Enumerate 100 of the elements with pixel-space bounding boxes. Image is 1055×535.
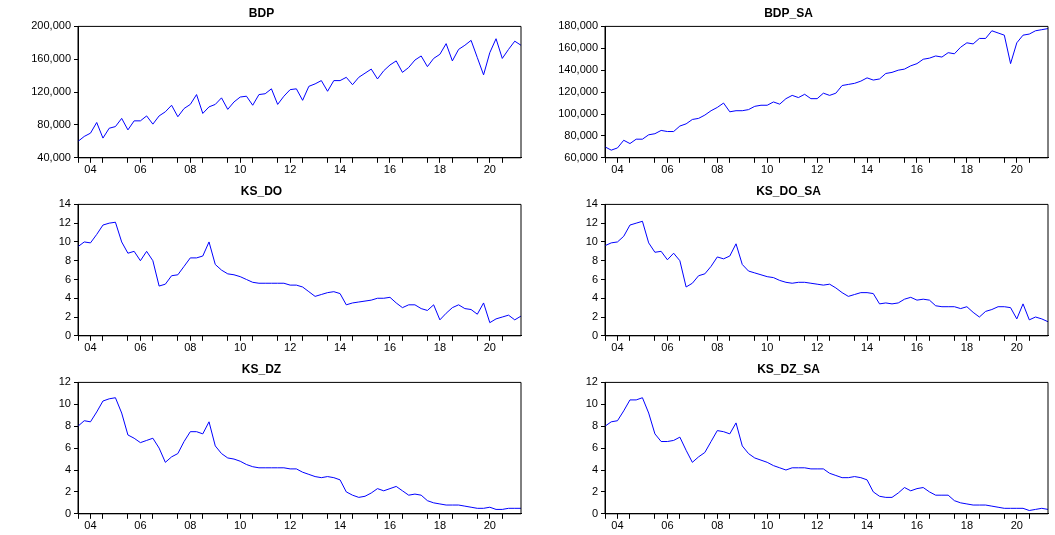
x-tick-label: 08 bbox=[711, 519, 724, 532]
y-tick-label: 4 bbox=[64, 463, 71, 476]
chart-title: KS_DO bbox=[240, 183, 283, 198]
y-tick-label: 0 bbox=[64, 328, 71, 341]
y-tick-label: 80,000 bbox=[564, 128, 598, 141]
x-tick-label: 06 bbox=[661, 341, 674, 354]
y-tick-label: 140,000 bbox=[558, 63, 598, 76]
x-tick-label: 16 bbox=[383, 519, 397, 532]
x-tick-label: 14 bbox=[860, 163, 874, 176]
y-tick-label: 80,000 bbox=[37, 117, 71, 130]
x-tick-label: 08 bbox=[184, 519, 197, 532]
x-tick-label: 08 bbox=[184, 163, 197, 176]
x-tick-label: 04 bbox=[611, 341, 624, 354]
y-tick-label: 10 bbox=[58, 397, 71, 410]
x-tick-label: 14 bbox=[860, 341, 874, 354]
x-tick-label: 08 bbox=[184, 341, 197, 354]
y-tick-label: 2 bbox=[64, 484, 71, 497]
y-tick-label: 6 bbox=[591, 272, 598, 285]
x-tick-label: 20 bbox=[483, 519, 496, 532]
x-tick-label: 16 bbox=[910, 163, 924, 176]
y-tick-label: 2 bbox=[64, 310, 71, 323]
x-tick-label: 14 bbox=[333, 519, 347, 532]
x-tick-label: 04 bbox=[611, 519, 624, 532]
x-tick-label: 14 bbox=[333, 341, 347, 354]
y-tick-label: 200,000 bbox=[31, 19, 71, 32]
chart-title: KS_DZ bbox=[241, 361, 282, 376]
y-tick-label: 160,000 bbox=[31, 52, 71, 65]
x-tick-label: 10 bbox=[761, 341, 774, 354]
y-tick-label: 6 bbox=[591, 441, 598, 454]
y-tick-label: 100,000 bbox=[558, 107, 598, 120]
y-tick-label: 10 bbox=[58, 234, 71, 247]
x-tick-label: 20 bbox=[483, 163, 496, 176]
x-tick-label: 18 bbox=[433, 519, 447, 532]
x-tick-label: 18 bbox=[433, 341, 447, 354]
y-tick-label: 2 bbox=[591, 310, 598, 323]
y-tick-label: 4 bbox=[591, 291, 598, 304]
x-tick-label: 12 bbox=[811, 341, 824, 354]
y-tick-label: 12 bbox=[585, 216, 598, 229]
x-tick-label: 18 bbox=[960, 163, 974, 176]
x-tick-label: 04 bbox=[611, 163, 624, 176]
y-tick-label: 6 bbox=[64, 272, 71, 285]
y-tick-label: 8 bbox=[591, 419, 598, 432]
x-tick-label: 06 bbox=[661, 519, 674, 532]
x-tick-label: 12 bbox=[811, 163, 824, 176]
x-tick-label: 12 bbox=[284, 163, 297, 176]
x-tick-label: 06 bbox=[661, 163, 674, 176]
x-tick-label: 04 bbox=[84, 519, 97, 532]
x-tick-label: 08 bbox=[711, 163, 724, 176]
y-tick-label: 0 bbox=[64, 506, 71, 519]
chart-title: BDP bbox=[248, 5, 275, 20]
y-tick-label: 12 bbox=[585, 375, 598, 388]
y-tick-label: 60,000 bbox=[564, 150, 598, 163]
x-tick-label: 08 bbox=[711, 341, 724, 354]
y-tick-label: 4 bbox=[64, 291, 71, 304]
x-tick-label: 18 bbox=[433, 163, 447, 176]
x-tick-label: 06 bbox=[134, 519, 147, 532]
x-tick-label: 06 bbox=[134, 163, 147, 176]
x-tick-label: 18 bbox=[960, 341, 974, 354]
y-tick-label: 10 bbox=[585, 397, 598, 410]
y-tick-label: 10 bbox=[585, 234, 598, 247]
x-tick-label: 16 bbox=[383, 341, 397, 354]
y-tick-label: 0 bbox=[591, 328, 598, 341]
x-tick-label: 16 bbox=[383, 163, 397, 176]
x-tick-label: 10 bbox=[761, 519, 774, 532]
x-tick-label: 16 bbox=[910, 341, 924, 354]
y-tick-label: 120,000 bbox=[31, 85, 71, 98]
x-tick-label: 12 bbox=[811, 519, 824, 532]
y-tick-label: 8 bbox=[64, 419, 71, 432]
chart-title: KS_DZ_SA bbox=[757, 361, 821, 376]
y-tick-label: 4 bbox=[591, 463, 598, 476]
chart-title: BDP_SA bbox=[764, 5, 814, 20]
chart-title: KS_DO_SA bbox=[756, 183, 822, 198]
y-tick-label: 12 bbox=[58, 375, 71, 388]
y-tick-label: 14 bbox=[585, 197, 598, 210]
x-tick-label: 12 bbox=[284, 341, 297, 354]
x-tick-label: 04 bbox=[84, 163, 97, 176]
x-tick-label: 10 bbox=[234, 163, 247, 176]
x-tick-label: 20 bbox=[1010, 163, 1023, 176]
x-tick-label: 10 bbox=[234, 341, 247, 354]
x-tick-label: 10 bbox=[234, 519, 247, 532]
y-tick-label: 14 bbox=[58, 197, 71, 210]
x-tick-label: 14 bbox=[333, 163, 347, 176]
x-tick-label: 04 bbox=[84, 341, 97, 354]
y-tick-label: 8 bbox=[64, 253, 71, 266]
x-tick-label: 20 bbox=[1010, 519, 1023, 532]
y-tick-label: 6 bbox=[64, 441, 71, 454]
x-tick-label: 06 bbox=[134, 341, 147, 354]
x-tick-label: 14 bbox=[860, 519, 874, 532]
x-tick-label: 18 bbox=[960, 519, 974, 532]
y-tick-label: 2 bbox=[591, 484, 598, 497]
y-tick-label: 0 bbox=[591, 506, 598, 519]
y-tick-label: 40,000 bbox=[37, 150, 71, 163]
x-tick-label: 20 bbox=[483, 341, 496, 354]
y-tick-label: 120,000 bbox=[558, 85, 598, 98]
y-tick-label: 160,000 bbox=[558, 41, 598, 54]
y-tick-label: 12 bbox=[58, 216, 71, 229]
y-tick-label: 180,000 bbox=[558, 19, 598, 32]
y-tick-label: 8 bbox=[591, 253, 598, 266]
x-tick-label: 16 bbox=[910, 519, 924, 532]
x-tick-label: 10 bbox=[761, 163, 774, 176]
